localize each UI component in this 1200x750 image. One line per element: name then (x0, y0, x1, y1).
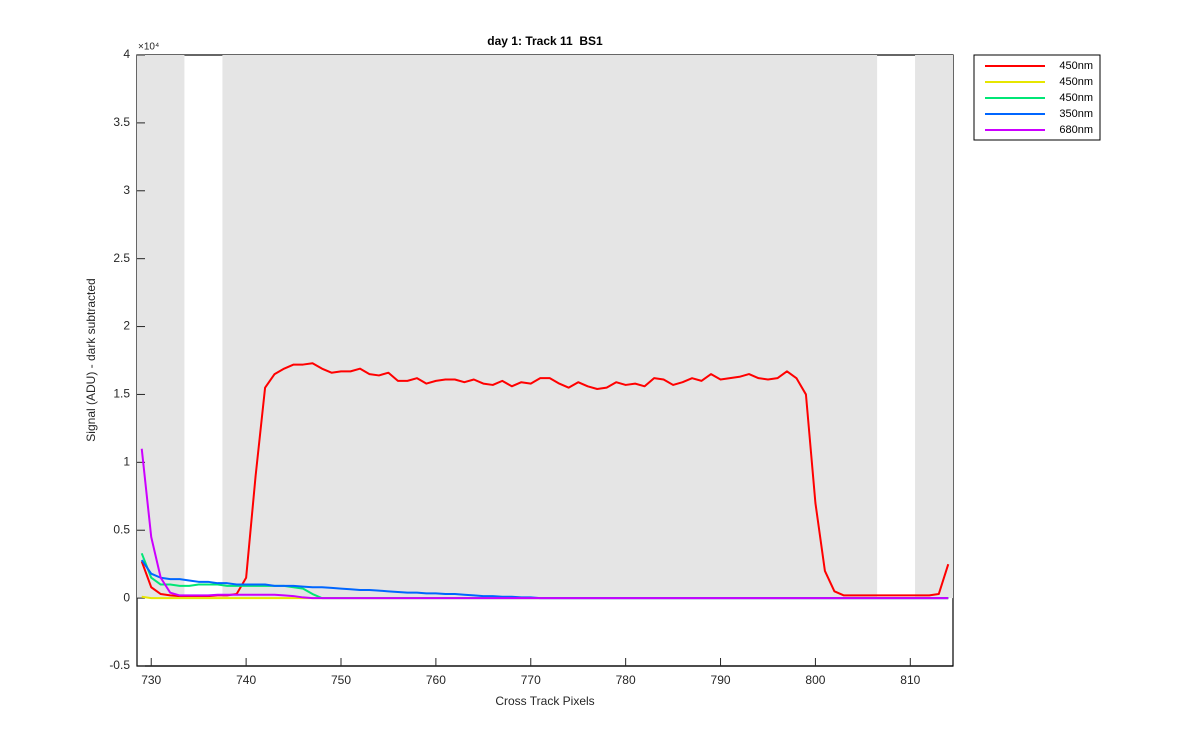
y-tick-label: 3.5 (113, 115, 130, 129)
legend-label: 350nm (1059, 108, 1093, 120)
y-axis-label: Signal (ADU) - dark subtracted (84, 278, 98, 441)
x-tick-label: 770 (521, 673, 541, 687)
x-tick-label: 760 (426, 673, 446, 687)
y-tick-label: 2 (123, 319, 130, 333)
shaded-region (915, 55, 953, 599)
legend-label: 680nm (1059, 124, 1093, 136)
shaded-region (222, 55, 878, 599)
legend-label: 450nm (1059, 60, 1093, 72)
legend-label: 450nm (1059, 76, 1093, 88)
y-tick-label: 1 (123, 455, 130, 469)
data-line (140, 448, 949, 600)
y-tick-label: 3 (123, 183, 130, 197)
x-tick-label: 730 (141, 673, 161, 687)
y-tick-label: -0.5 (109, 658, 130, 672)
x-tick-label: 740 (236, 673, 256, 687)
chart-title: day 1: Track 11 BS1 (487, 34, 603, 48)
data-line (140, 362, 950, 598)
x-tick-label: 750 (331, 673, 351, 687)
legend-label: 450nm (1059, 92, 1093, 104)
x-tick-label: 810 (900, 673, 920, 687)
y-tick-label: 2.5 (113, 251, 130, 265)
y-multiplier: ×10⁴ (138, 42, 159, 53)
x-axis-label: Cross Track Pixels (495, 694, 594, 708)
y-tick-label: 4 (123, 47, 130, 61)
y-tick-label: 1.5 (113, 387, 130, 401)
y-tick-label: 0 (123, 590, 130, 604)
x-tick-label: 780 (616, 673, 636, 687)
y-tick-label: 0.5 (113, 522, 130, 536)
x-tick-label: 800 (805, 673, 825, 687)
x-tick-label: 790 (711, 673, 731, 687)
